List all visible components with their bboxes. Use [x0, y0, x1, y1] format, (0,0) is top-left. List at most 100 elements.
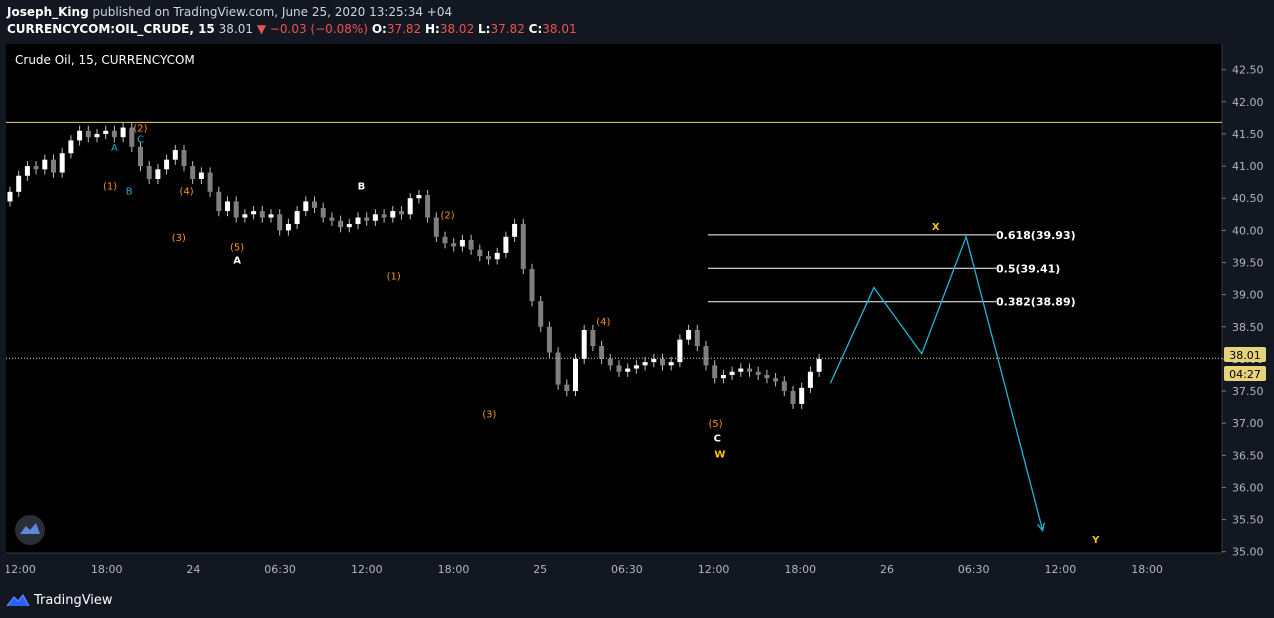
candle — [190, 160, 196, 185]
candle — [268, 209, 274, 223]
tradingview-logo-icon[interactable] — [6, 592, 30, 610]
wave-label: (1) — [103, 181, 117, 192]
published-text: published on TradingView.com, June 25, 2… — [88, 5, 453, 19]
chart-canvas[interactable]: Crude Oil, 15, CURRENCYCOM 42.50 42.00 41.… — [4, 44, 1268, 582]
publish-info: Joseph_King published on TradingView.com… — [7, 5, 452, 19]
high-value: 38.02 — [439, 22, 475, 36]
time-tick-label: 26 — [880, 563, 894, 576]
candle — [181, 144, 187, 172]
candle — [512, 218, 518, 242]
candle — [320, 202, 326, 223]
candle — [555, 347, 561, 390]
candle — [477, 244, 483, 262]
wave-label: (2) — [441, 210, 455, 221]
tradingview-brand[interactable]: TradingView — [34, 593, 113, 608]
time-tick-label: 18:00 — [91, 563, 123, 576]
candle — [399, 205, 404, 220]
candle — [155, 164, 161, 185]
candle — [138, 141, 143, 172]
time-axis[interactable]: 12:00 18:00 24 06:30 12:00 18:00 25 06:30 12:00 1… — [4, 563, 1163, 576]
wave-label: (3) — [482, 410, 496, 421]
candle — [33, 160, 39, 175]
candle — [416, 189, 422, 204]
time-tick-label: 06:30 — [958, 563, 990, 576]
close-value: 38.01 — [542, 22, 577, 36]
author-name[interactable]: Joseph_King — [7, 5, 89, 19]
price-tick-label: 40.50 — [1232, 192, 1264, 205]
price-tick-label: 42.00 — [1232, 96, 1264, 109]
candle — [468, 234, 474, 255]
price-change: ▼ −0.03 (−0.08%) — [256, 22, 368, 36]
candle — [68, 135, 74, 159]
projection-path — [829, 234, 1044, 531]
time-badge-box — [1224, 366, 1266, 381]
candle — [686, 324, 692, 345]
last-price: 38.01 — [218, 22, 253, 36]
open-label: O: — [371, 22, 387, 36]
fib-label: 0.618(39.93) — [996, 229, 1076, 242]
candle — [259, 205, 265, 223]
chart-frame[interactable]: Crude Oil, 15, CURRENCYCOM 42.50 42.00 41.… — [4, 44, 1268, 582]
candle — [503, 231, 509, 259]
candle — [381, 209, 387, 223]
candle — [372, 209, 378, 226]
candle — [51, 154, 56, 178]
wave-label: (3) — [172, 233, 186, 244]
wave-label: (4) — [180, 187, 194, 198]
candle — [85, 125, 91, 143]
fib-label: 0.382(38.89) — [996, 296, 1076, 309]
candle — [755, 366, 761, 381]
candle — [364, 212, 370, 226]
candle — [651, 353, 657, 368]
time-tick-label: 06:30 — [264, 563, 296, 576]
time-tick-label: 24 — [186, 563, 200, 576]
candle — [494, 247, 500, 265]
candle — [694, 324, 700, 352]
candle — [529, 263, 535, 307]
candle — [520, 218, 526, 275]
candle — [111, 125, 117, 143]
fib-levels: 0.618(39.93) 0.5(39.41) 0.382(38.89) — [708, 229, 1076, 309]
candle — [573, 353, 578, 397]
candle — [642, 356, 648, 371]
plot-background — [6, 44, 1222, 553]
candle — [242, 209, 248, 223]
time-tick-label: 12:00 — [1045, 563, 1077, 576]
candle — [616, 360, 622, 377]
candle — [660, 353, 665, 371]
time-tick-label: 12:00 — [351, 563, 383, 576]
time-axis-background — [6, 553, 1268, 582]
wave-label: (1) — [387, 271, 401, 282]
wave-label: X — [932, 222, 940, 233]
candle — [198, 167, 204, 185]
candle — [207, 167, 213, 197]
candle — [294, 205, 300, 230]
wave-label: A — [111, 143, 118, 154]
wave-label: B — [358, 181, 366, 192]
price-badge: 38.01 — [1229, 349, 1261, 362]
candle — [329, 212, 335, 226]
close-label: C: — [528, 22, 543, 36]
price-tick-label: 41.00 — [1232, 160, 1264, 173]
time-tick-label: 18:00 — [438, 563, 470, 576]
open-value: 37.82 — [386, 22, 422, 36]
candle — [459, 234, 465, 252]
candle — [564, 379, 570, 397]
candle — [581, 324, 587, 365]
candle — [538, 295, 544, 332]
candle — [607, 353, 613, 371]
candle — [807, 366, 813, 393]
candle — [346, 218, 352, 233]
chart-header: Joseph_King published on TradingView.com… — [0, 0, 1274, 44]
candle — [42, 154, 48, 175]
candle — [433, 212, 439, 242]
candle — [77, 125, 83, 146]
footer: TradingView — [0, 586, 1274, 618]
wave-label: C — [137, 134, 144, 145]
price-axis[interactable]: 42.50 42.00 41.50 41.00 40.50 40.00 39.50 39.00… — [1222, 64, 1264, 559]
tv-watermark-icon[interactable] — [15, 515, 45, 545]
candle — [216, 186, 222, 217]
fib-label: 0.5(39.41) — [996, 262, 1060, 275]
candle — [94, 128, 100, 143]
